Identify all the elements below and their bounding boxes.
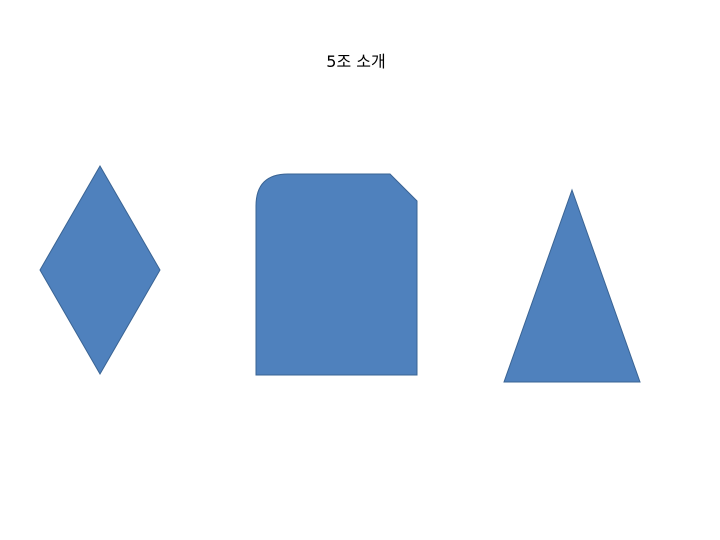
- slide-title: 5조 소개: [326, 52, 386, 71]
- triangle-shape[interactable]: [503, 188, 641, 383]
- diamond-shape[interactable]: [39, 164, 161, 376]
- snip-round-rectangle-shape[interactable]: [255, 173, 418, 376]
